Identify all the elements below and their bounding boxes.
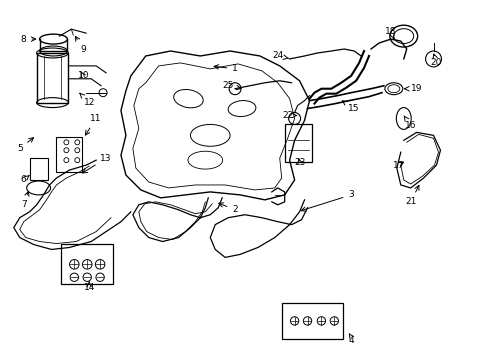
Bar (37, 53, 68, 103)
Text: 25: 25 (222, 81, 241, 90)
Text: 20: 20 (430, 54, 441, 67)
Text: 12: 12 (80, 93, 95, 107)
Text: 24: 24 (271, 51, 288, 60)
Text: 10: 10 (77, 71, 89, 80)
Text: 13: 13 (82, 154, 112, 173)
Bar (61, 244, 113, 284)
Text: 4: 4 (347, 336, 353, 345)
Text: 21: 21 (404, 185, 418, 206)
Text: 6: 6 (21, 175, 29, 184)
Text: 22: 22 (282, 111, 296, 120)
Text: 5: 5 (17, 138, 34, 153)
Text: 1: 1 (214, 64, 238, 73)
Bar (281, 303, 343, 339)
Text: 17: 17 (392, 161, 404, 170)
Text: 9: 9 (75, 36, 86, 54)
Text: 2: 2 (218, 203, 237, 214)
Text: 15: 15 (342, 101, 359, 113)
Text: 16: 16 (403, 116, 416, 130)
Bar (284, 125, 312, 162)
Text: 18: 18 (385, 27, 396, 39)
Text: 23: 23 (293, 158, 305, 167)
Text: 7: 7 (21, 192, 29, 209)
Text: 8: 8 (21, 35, 36, 44)
Text: 14: 14 (83, 283, 95, 292)
Text: 19: 19 (404, 84, 422, 93)
Text: 11: 11 (85, 114, 102, 135)
Bar (56, 137, 82, 172)
Text: 3: 3 (301, 190, 353, 211)
Bar (30, 158, 47, 180)
